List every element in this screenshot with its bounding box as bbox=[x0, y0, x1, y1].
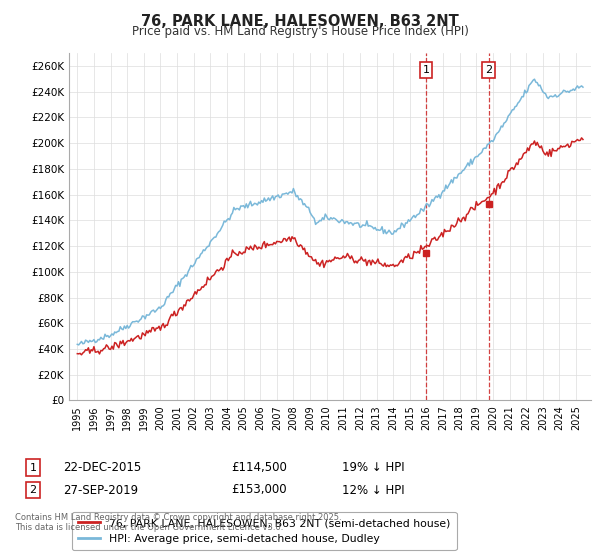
Text: 12% ↓ HPI: 12% ↓ HPI bbox=[342, 483, 404, 497]
Text: 19% ↓ HPI: 19% ↓ HPI bbox=[342, 461, 404, 474]
Text: This data is licensed under the Open Government Licence v3.0.: This data is licensed under the Open Gov… bbox=[15, 523, 283, 532]
Text: 76, PARK LANE, HALESOWEN, B63 2NT: 76, PARK LANE, HALESOWEN, B63 2NT bbox=[141, 14, 459, 29]
Text: Contains HM Land Registry data © Crown copyright and database right 2025.: Contains HM Land Registry data © Crown c… bbox=[15, 513, 341, 522]
Text: 2: 2 bbox=[29, 485, 37, 495]
Text: £153,000: £153,000 bbox=[231, 483, 287, 497]
Text: Price paid vs. HM Land Registry's House Price Index (HPI): Price paid vs. HM Land Registry's House … bbox=[131, 25, 469, 38]
Legend: 76, PARK LANE, HALESOWEN, B63 2NT (semi-detached house), HPI: Average price, sem: 76, PARK LANE, HALESOWEN, B63 2NT (semi-… bbox=[72, 512, 457, 550]
Text: 1: 1 bbox=[29, 463, 37, 473]
Text: 1: 1 bbox=[422, 65, 430, 75]
Text: 22-DEC-2015: 22-DEC-2015 bbox=[63, 461, 141, 474]
Text: 27-SEP-2019: 27-SEP-2019 bbox=[63, 483, 138, 497]
Text: £114,500: £114,500 bbox=[231, 461, 287, 474]
Text: 2: 2 bbox=[485, 65, 493, 75]
